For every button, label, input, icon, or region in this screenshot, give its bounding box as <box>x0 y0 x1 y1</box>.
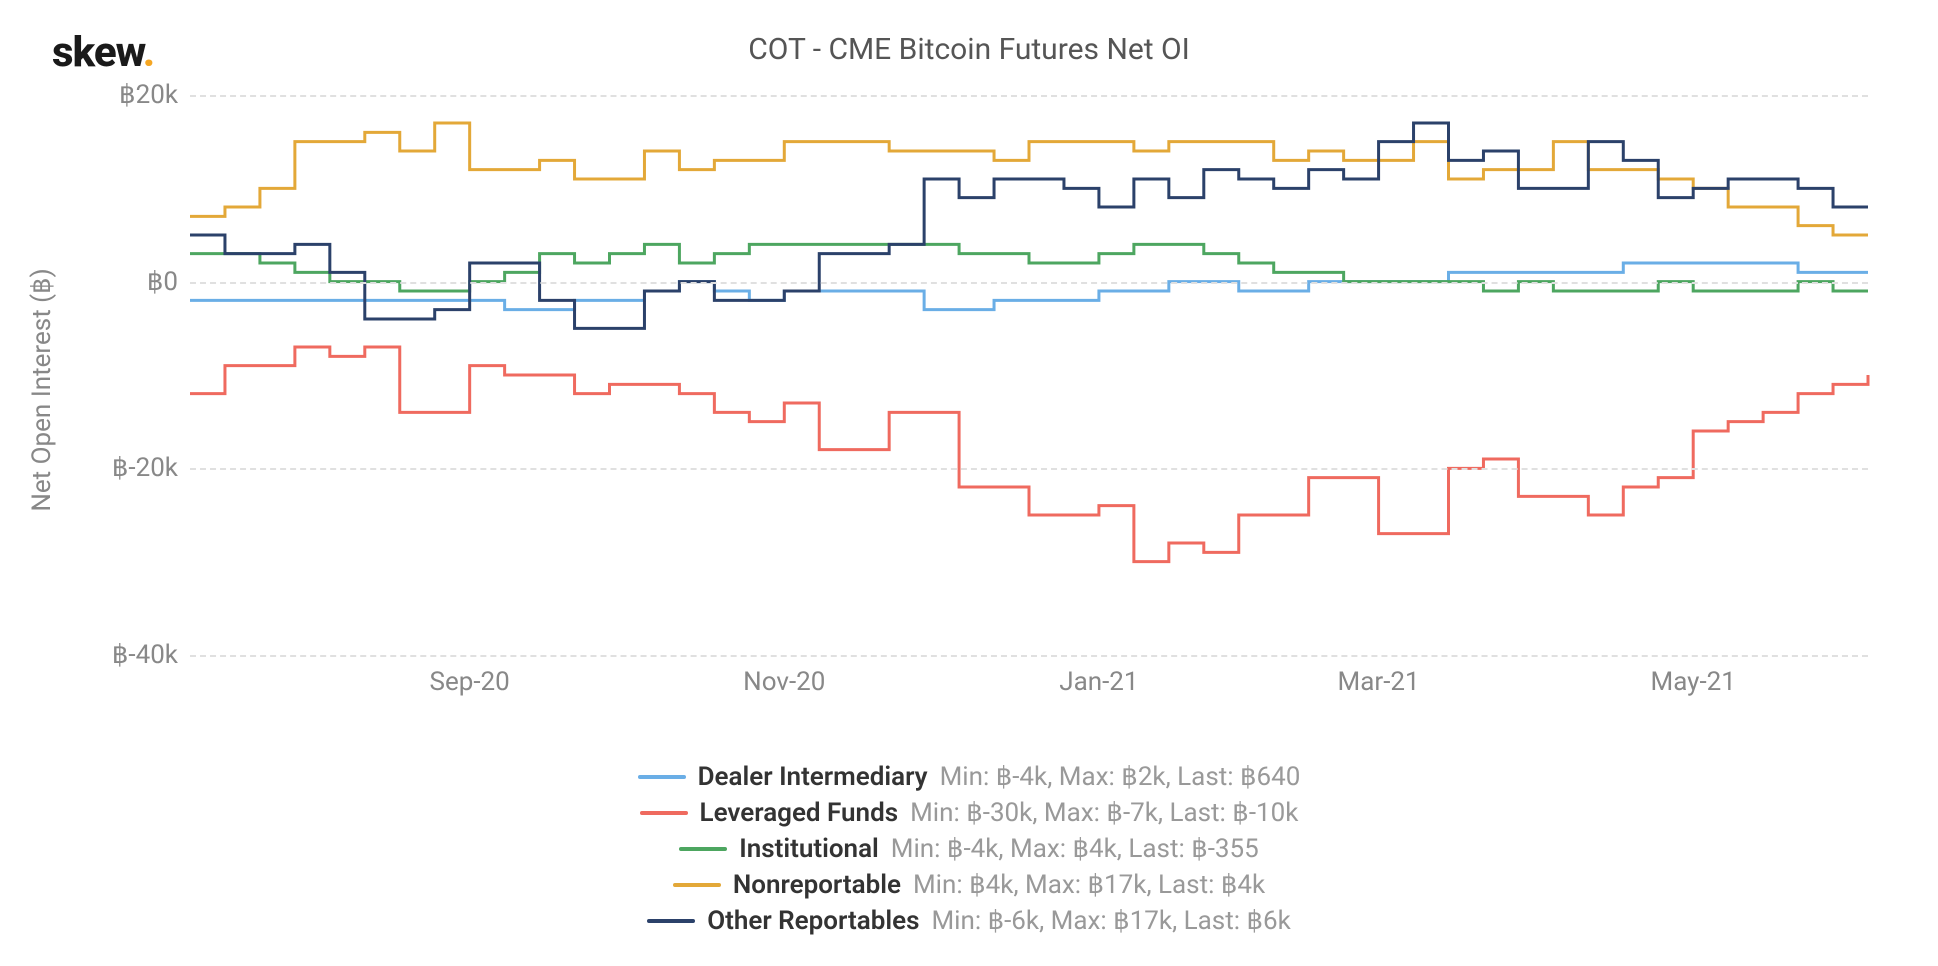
legend-series-stats: Min: ฿-4k, Max: ฿2k, Last: ฿640 <box>940 762 1301 792</box>
legend-series-stats: Min: ฿-6k, Max: ฿17k, Last: ฿6k <box>931 906 1290 936</box>
chart-lines <box>190 95 1868 655</box>
series-line <box>190 263 1868 310</box>
legend-item: Leveraged Funds Min: ฿-30k, Max: ฿-7k, L… <box>640 798 1299 828</box>
series-line <box>190 347 1868 562</box>
x-tick-label: May-21 <box>1651 667 1736 697</box>
legend-series-name: Leveraged Funds <box>700 798 899 828</box>
legend-series-stats: Min: ฿-30k, Max: ฿-7k, Last: ฿-10k <box>910 798 1298 828</box>
legend-item: Nonreportable Min: ฿4k, Max: ฿17k, Last:… <box>673 870 1265 900</box>
y-tick-label: ฿-40k <box>112 640 178 670</box>
legend-item: Institutional Min: ฿-4k, Max: ฿4k, Last:… <box>679 834 1259 864</box>
legend-series-name: Institutional <box>739 834 879 864</box>
x-tick-label: Jan-21 <box>1059 667 1138 697</box>
legend-series-name: Other Reportables <box>707 906 919 936</box>
legend-series-name: Nonreportable <box>733 870 901 900</box>
x-tick-label: Mar-21 <box>1338 667 1420 697</box>
legend-swatch <box>647 919 695 923</box>
grid-line <box>190 655 1868 657</box>
legend-swatch <box>673 883 721 887</box>
x-tick-label: Sep-20 <box>430 667 510 697</box>
y-axis-label: Net Open Interest (฿) <box>27 268 57 511</box>
legend-series-stats: Min: ฿4k, Max: ฿17k, Last: ฿4k <box>913 870 1265 900</box>
legend-swatch <box>638 775 686 779</box>
y-tick-label: ฿-20k <box>112 453 178 483</box>
chart-container: skew. COT - CME Bitcoin Futures Net OI N… <box>0 0 1938 966</box>
legend-swatch <box>679 847 727 851</box>
chart-title: COT - CME Bitcoin Futures Net OI <box>0 32 1938 67</box>
y-tick-label: ฿0 <box>147 267 178 297</box>
chart-area: Net Open Interest (฿) ฿20k฿0฿-20k฿-40kSe… <box>60 95 1878 685</box>
plot-area: ฿20k฿0฿-20k฿-40kSep-20Nov-20Jan-21Mar-21… <box>190 95 1868 655</box>
legend-series-stats: Min: ฿-4k, Max: ฿4k, Last: ฿-355 <box>891 834 1259 864</box>
series-line <box>190 244 1868 291</box>
grid-line <box>190 468 1868 470</box>
y-tick-label: ฿20k <box>119 80 178 110</box>
legend-item: Dealer Intermediary Min: ฿-4k, Max: ฿2k,… <box>638 762 1301 792</box>
legend-series-name: Dealer Intermediary <box>698 762 928 792</box>
legend-swatch <box>640 811 688 815</box>
legend-item: Other Reportables Min: ฿-6k, Max: ฿17k, … <box>647 906 1291 936</box>
legend: Dealer Intermediary Min: ฿-4k, Max: ฿2k,… <box>0 762 1938 936</box>
x-tick-label: Nov-20 <box>743 667 825 697</box>
grid-line <box>190 282 1868 284</box>
grid-line <box>190 95 1868 97</box>
